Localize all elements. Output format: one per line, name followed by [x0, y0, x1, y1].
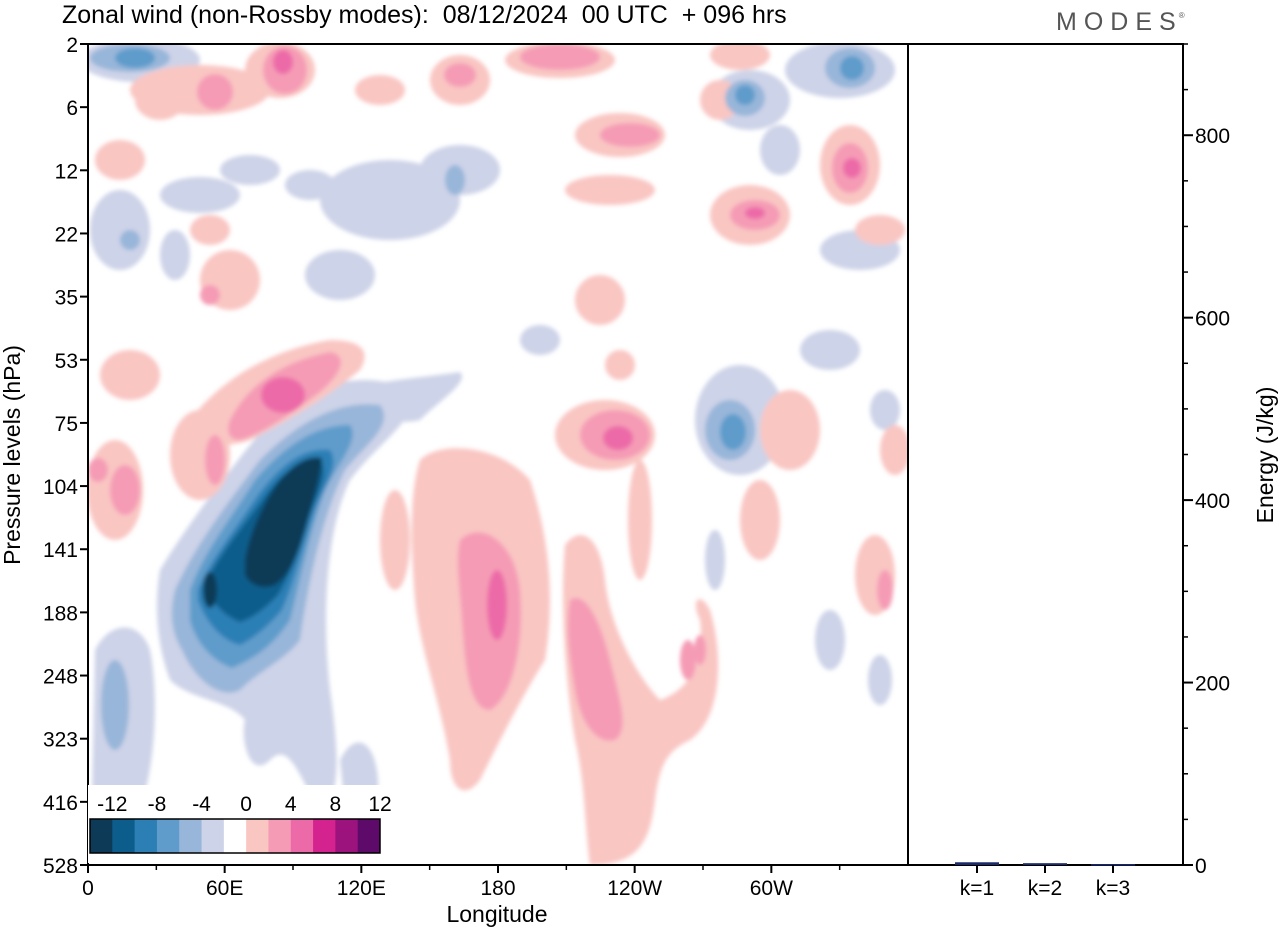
colorbar-swatch [268, 819, 292, 853]
y-tick-label: 6 [66, 97, 78, 120]
colorbar-label: -4 [192, 793, 211, 816]
energy-bar [1023, 863, 1067, 865]
y-tick-label: 75 [55, 413, 78, 436]
colorbar-label: 4 [285, 793, 297, 816]
y-tick-label: 2 [66, 34, 78, 57]
zonal-wind-contour-field [88, 44, 908, 865]
energy-tick-label: 600 [1195, 308, 1230, 331]
colorbar-swatch [90, 819, 113, 853]
chart-title: Zonal wind (non-Rossby modes): 08/12/202… [62, 1, 787, 29]
colorbar-label: 8 [330, 793, 342, 816]
y-tick-label: 104 [43, 476, 78, 499]
colorbar-swatch [179, 819, 203, 853]
energy-category-label: k=1 [960, 877, 994, 900]
energy-category-label: k=2 [1028, 877, 1062, 900]
energy-bars: k=1 k=2 k=3 [955, 862, 1135, 900]
colorbar-swatch [313, 819, 336, 853]
colorbar-swatch [134, 819, 158, 853]
longitude-axis: 0 60E 120E 180 120W 60W [82, 865, 841, 900]
y-tick-label: 416 [43, 792, 78, 815]
x-tick-label: 60W [750, 877, 793, 900]
x-tick-label: 180 [480, 877, 515, 900]
y-axis-label: Pressure levels (hPa) [0, 345, 25, 565]
energy-tick-label: 800 [1195, 125, 1230, 148]
y-tick-label: 528 [43, 855, 78, 878]
colorbar-swatch [156, 819, 180, 853]
energy-bar [955, 862, 999, 865]
energy-tick-label: 200 [1195, 673, 1230, 696]
modes-logo: MODES® [1056, 8, 1189, 37]
colorbar-swatch [223, 819, 247, 853]
colorbar-label: -8 [148, 793, 167, 816]
colorbar-legend: -12 -8 -4 0 4 8 12 [88, 785, 392, 863]
y-tick-label: 12 [55, 160, 78, 183]
colorbar-swatch [335, 819, 359, 853]
y-tick-label: 248 [43, 666, 78, 689]
modes-logo-text: MODES [1056, 8, 1183, 36]
colorbar-swatch [246, 819, 269, 853]
x-tick-label: 60E [206, 877, 243, 900]
registered-mark-icon: ® [1178, 11, 1185, 20]
x-tick-label: 120E [337, 877, 386, 900]
energy-plot-frame [907, 43, 1184, 866]
x-tick-label: 120W [607, 877, 662, 900]
pressure-axis: 2 6 12 22 35 53 75 104 141 188 248 323 416 528 [43, 34, 88, 878]
energy-tick-label: 0 [1195, 855, 1207, 878]
energy-axis-label: Energy (J/kg) [1252, 387, 1278, 524]
energy-tick-label: 400 [1195, 490, 1230, 513]
colorbar-swatch [357, 819, 381, 853]
y-tick-label: 323 [43, 729, 78, 752]
colorbar-label: 0 [240, 793, 252, 816]
energy-category-label: k=3 [1096, 877, 1130, 900]
energy-axis: 0 200 400 600 800 [1183, 43, 1230, 878]
colorbar-label: -12 [97, 793, 127, 816]
y-tick-label: 53 [55, 350, 78, 373]
colorbar-swatch [290, 819, 314, 853]
y-tick-label: 22 [55, 223, 78, 246]
y-tick-label: 188 [43, 602, 78, 625]
y-tick-label: 35 [55, 287, 78, 310]
y-tick-label: 141 [43, 539, 78, 562]
energy-bar [1091, 864, 1135, 866]
colorbar-swatch [112, 819, 136, 853]
x-axis-label: Longitude [446, 901, 547, 927]
strong-westerly-patches [261, 50, 861, 640]
core-easterly-patches [198, 449, 334, 645]
colorbar-label: 12 [368, 793, 391, 816]
colorbar-swatch [201, 819, 225, 853]
x-tick-label: 0 [82, 877, 94, 900]
colorbar-frame [89, 818, 381, 854]
